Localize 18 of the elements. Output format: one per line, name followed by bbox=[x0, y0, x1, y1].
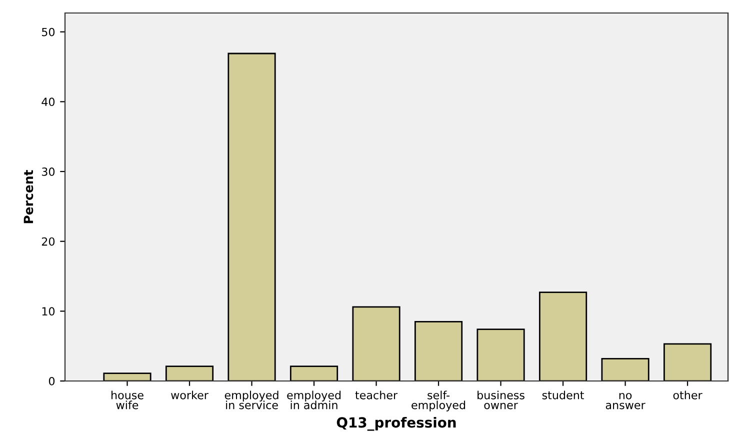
y-tick-label: 30 bbox=[42, 167, 55, 176]
x-tick-label: other bbox=[673, 390, 702, 400]
y-axis-title: Percent bbox=[24, 170, 34, 224]
x-tick-label: self- employed bbox=[412, 390, 466, 412]
y-tick-label: 0 bbox=[48, 376, 55, 386]
x-tick-label: student bbox=[542, 390, 584, 400]
x-tick-label: employed in service bbox=[224, 390, 278, 410]
y-tick-label: 20 bbox=[42, 237, 55, 246]
x-tick-label: worker bbox=[171, 390, 208, 400]
x-tick-label: house wife bbox=[112, 390, 144, 410]
y-tick-label: 10 bbox=[42, 307, 55, 316]
y-tick-label: 50 bbox=[42, 28, 55, 36]
x-tick-label: no answer bbox=[606, 392, 646, 410]
x-tick-label: employed in admin bbox=[287, 390, 341, 410]
x-tick-label: business owner bbox=[478, 390, 524, 410]
x-tick-label: teacher bbox=[355, 390, 398, 400]
y-tick-label: 40 bbox=[42, 98, 55, 106]
x-axis-title: Q13_profession bbox=[336, 416, 456, 431]
